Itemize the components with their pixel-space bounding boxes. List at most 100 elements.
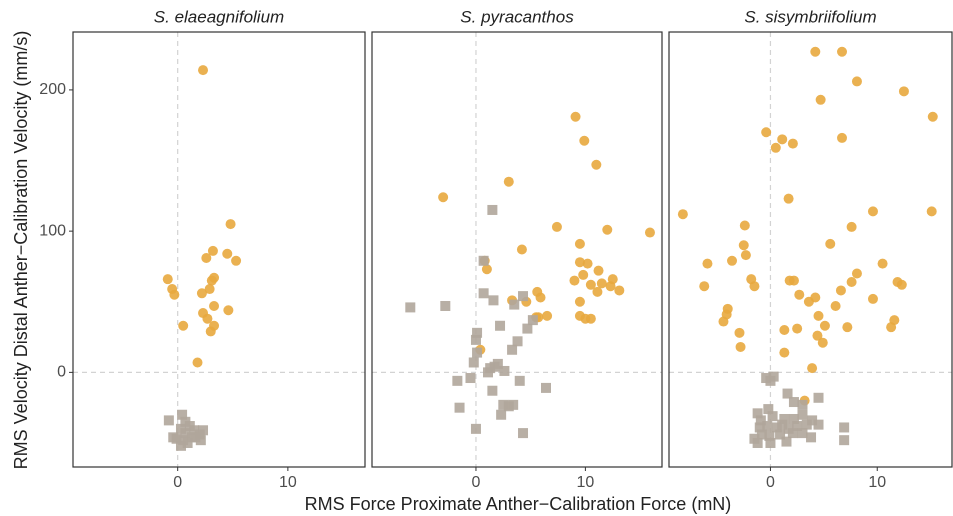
point: [835, 285, 846, 296]
x-tick-label: 10: [576, 474, 594, 491]
point: [605, 281, 616, 292]
point: [787, 428, 798, 439]
point: [488, 295, 499, 306]
point: [438, 192, 449, 203]
x-tick-label: 0: [766, 474, 775, 491]
point: [509, 299, 520, 310]
point: [205, 326, 216, 337]
point: [614, 285, 625, 296]
point: [405, 302, 416, 313]
point: [602, 224, 613, 235]
point: [465, 373, 476, 384]
y-axis-label: RMS Velocity Distal Anther−Calibration V…: [11, 31, 31, 470]
point: [168, 432, 179, 443]
point: [727, 255, 738, 266]
point: [926, 206, 937, 217]
point: [806, 432, 817, 443]
point: [452, 375, 463, 386]
point: [591, 159, 602, 170]
point: [470, 423, 481, 434]
point: [788, 397, 799, 408]
y-tick-label: 0: [57, 364, 66, 381]
point: [535, 292, 546, 303]
point: [782, 388, 793, 399]
point: [190, 432, 201, 443]
point: [846, 221, 857, 232]
point: [779, 347, 790, 358]
point: [837, 46, 848, 57]
point: [162, 274, 173, 285]
point: [574, 238, 585, 249]
point: [792, 323, 803, 334]
point: [569, 275, 580, 286]
point: [596, 278, 607, 289]
point: [761, 127, 772, 138]
point: [777, 419, 788, 430]
x-axis-label: RMS Force Proximate Anther−Calibration F…: [305, 494, 732, 514]
point: [927, 111, 938, 122]
point: [896, 279, 907, 290]
point: [541, 382, 551, 393]
point: [177, 409, 188, 420]
point: [496, 409, 507, 420]
point: [839, 422, 850, 433]
point: [487, 385, 498, 396]
point: [542, 310, 553, 321]
point: [846, 276, 857, 287]
x-tick-label: 0: [173, 474, 182, 491]
point: [787, 138, 798, 149]
point: [514, 375, 525, 386]
point: [777, 134, 788, 145]
facet-title: S. pyracanthos: [460, 7, 574, 26]
point: [801, 419, 812, 430]
point: [889, 315, 900, 326]
point: [735, 341, 746, 352]
point: [169, 289, 180, 300]
point: [803, 296, 814, 307]
point: [867, 293, 878, 304]
point: [762, 421, 773, 432]
point: [574, 296, 585, 307]
point: [797, 409, 808, 420]
point: [764, 430, 775, 441]
x-tick-label: 10: [279, 474, 297, 491]
point: [752, 408, 763, 419]
point: [225, 219, 236, 230]
point: [837, 132, 848, 143]
point: [813, 419, 824, 430]
point: [201, 252, 212, 263]
point: [503, 176, 514, 187]
point: [483, 367, 493, 378]
point: [478, 255, 489, 266]
point: [198, 65, 209, 76]
facet-title: S. sisymbriifolium: [744, 7, 876, 26]
point: [738, 240, 749, 251]
point: [851, 268, 862, 279]
point: [702, 258, 713, 269]
panel-border: [72, 31, 366, 468]
point: [487, 204, 498, 215]
point: [570, 111, 581, 122]
point: [196, 288, 207, 299]
panel-border: [668, 31, 953, 468]
point: [481, 264, 492, 275]
point: [182, 437, 193, 448]
point: [207, 245, 218, 256]
point: [740, 250, 751, 261]
point: [175, 440, 186, 451]
point: [839, 435, 850, 446]
point: [472, 347, 483, 358]
point: [512, 336, 523, 347]
point: [771, 422, 782, 433]
point: [756, 429, 767, 440]
point: [189, 425, 200, 436]
point: [222, 248, 233, 259]
point: [454, 402, 465, 413]
point: [810, 46, 821, 57]
point: [507, 344, 518, 355]
facet-title: S. elaeagnifolium: [154, 7, 284, 26]
point: [489, 361, 500, 372]
point: [792, 421, 803, 432]
point: [788, 413, 799, 424]
